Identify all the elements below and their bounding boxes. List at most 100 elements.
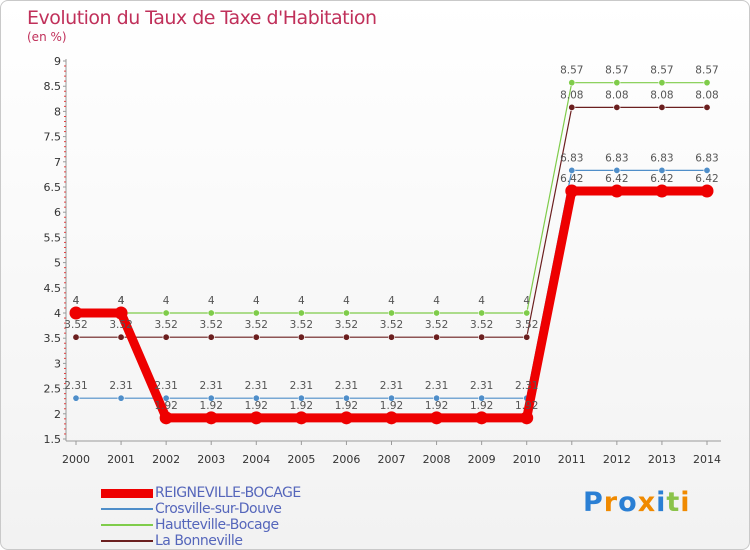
data-label: 3.52 [290, 319, 313, 331]
x-tick-label: 2002 [152, 453, 180, 466]
data-label: 8.57 [560, 65, 583, 77]
data-label: 1.92 [290, 400, 313, 412]
data-label: 1.92 [515, 400, 538, 412]
proxiti-logo: Proxiti [583, 487, 691, 518]
data-label: 4 [523, 295, 530, 307]
logo-letter: o [618, 487, 638, 518]
data-label: 4 [118, 295, 125, 307]
data-point [207, 309, 215, 317]
data-label: 4 [433, 295, 440, 307]
x-tick-label: 2009 [468, 453, 496, 466]
y-tick-label: 2.5 [44, 383, 62, 396]
data-point [387, 394, 395, 402]
data-label: 2.31 [109, 380, 132, 392]
series-line-3 [75, 82, 708, 314]
data-point [703, 79, 711, 87]
data-point [252, 333, 260, 341]
data-point [249, 411, 263, 425]
logo-letter: i [680, 487, 691, 518]
data-point [204, 411, 218, 425]
data-label: 2.31 [470, 380, 493, 392]
data-point [475, 411, 489, 425]
legend-swatch [101, 540, 153, 542]
x-tick-label: 2003 [197, 453, 225, 466]
data-point [565, 184, 579, 198]
y-tick-label: 3 [54, 357, 61, 370]
data-label: 1.92 [154, 400, 177, 412]
data-point [613, 166, 621, 174]
data-label: 4 [163, 295, 170, 307]
x-tick-label: 2004 [242, 453, 270, 466]
data-label: 6.42 [650, 173, 673, 185]
data-point [252, 309, 260, 317]
data-point [700, 184, 714, 198]
data-label: 3.52 [335, 319, 358, 331]
data-label: 3.52 [64, 319, 87, 331]
data-point [433, 394, 441, 402]
series-line-2 [75, 169, 708, 399]
data-label: 8.57 [650, 65, 673, 77]
legend-swatch [101, 489, 153, 498]
data-point [478, 394, 486, 402]
x-tick-label: 2001 [107, 453, 135, 466]
data-label: 6.83 [560, 152, 583, 164]
y-tick-label: 8.5 [44, 80, 62, 93]
x-tick-label: 2014 [693, 453, 721, 466]
y-tick-label: 4 [54, 307, 61, 320]
x-tick-label: 2006 [332, 453, 360, 466]
data-label: 4 [478, 295, 485, 307]
logo-letter: i [656, 487, 667, 518]
data-point [613, 103, 621, 111]
data-label: 2.31 [64, 380, 87, 392]
data-point [162, 394, 170, 402]
data-label: 4 [253, 295, 260, 307]
legend-label: REIGNEVILLE-BOCAGE [155, 485, 301, 501]
data-point [297, 309, 305, 317]
data-label: 4 [73, 295, 80, 307]
data-point [342, 394, 350, 402]
logo-letter: r [603, 487, 619, 518]
data-point [658, 103, 666, 111]
y-tick-label: 6 [54, 206, 61, 219]
data-label: 6.83 [605, 152, 628, 164]
data-label: 2.31 [200, 380, 223, 392]
data-point [523, 309, 531, 317]
legend-swatch [101, 524, 153, 526]
data-point [339, 411, 353, 425]
logo-letter: t [666, 487, 681, 518]
data-label: 3.52 [425, 319, 448, 331]
data-label: 6.42 [695, 173, 718, 185]
data-label: 1.92 [425, 400, 448, 412]
data-label: 1.92 [200, 400, 223, 412]
data-label: 4 [118, 295, 125, 307]
data-point [568, 103, 576, 111]
data-point [658, 166, 666, 174]
data-point [610, 184, 624, 198]
data-point [387, 309, 395, 317]
data-point [613, 79, 621, 87]
x-tick-label: 2011 [558, 453, 586, 466]
legend-swatch [101, 508, 153, 510]
chart-title: Evolution du Taux de Taxe d'Habitation [27, 7, 377, 29]
data-label: 8.08 [650, 89, 673, 101]
data-point [658, 79, 666, 87]
x-tick-label: 2008 [423, 453, 451, 466]
data-point [520, 411, 534, 425]
data-label: 4 [343, 295, 350, 307]
data-label: 8.08 [605, 89, 628, 101]
data-point [568, 79, 576, 87]
data-label: 1.92 [245, 400, 268, 412]
data-point [342, 309, 350, 317]
data-point [207, 394, 215, 402]
data-point [478, 333, 486, 341]
data-label: 1.92 [335, 400, 358, 412]
data-point [568, 166, 576, 174]
data-label: 3.52 [245, 319, 268, 331]
data-point [433, 333, 441, 341]
data-label: 3.52 [380, 319, 403, 331]
legend-label: La Bonneville [155, 533, 243, 549]
legend-label: Crosville-sur-Douve [155, 501, 282, 517]
data-label: 2.31 [380, 380, 403, 392]
